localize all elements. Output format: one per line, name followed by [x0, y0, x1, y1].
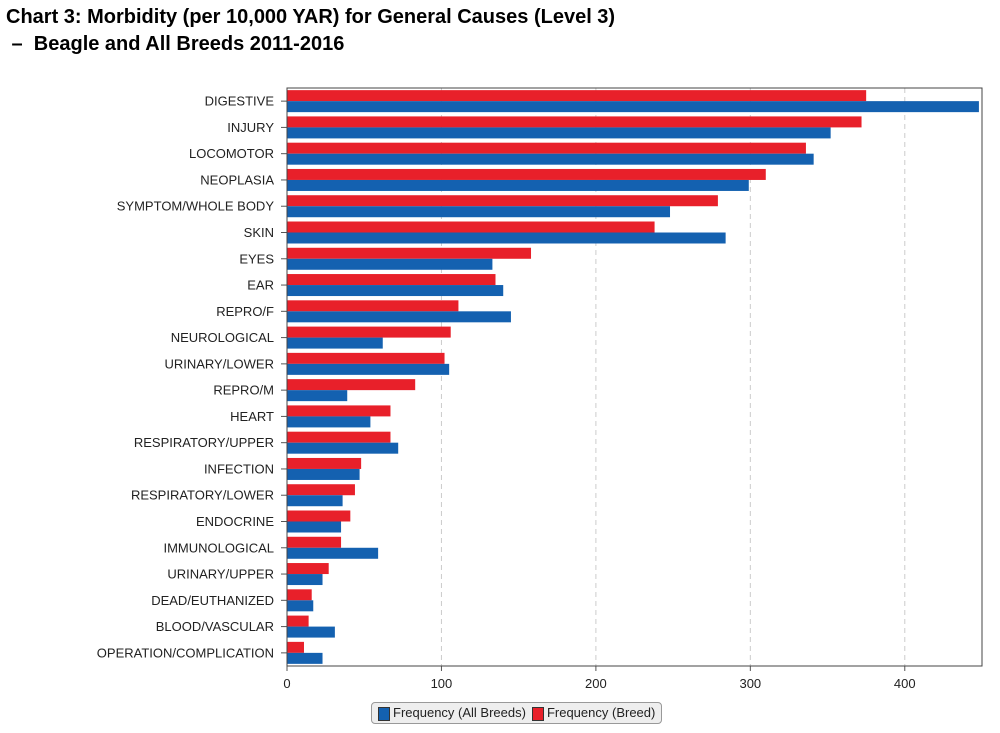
plot-frame: [286, 87, 983, 667]
category-label: NEUROLOGICAL: [171, 330, 274, 345]
category-label: SYMPTOM/WHOLE BODY: [117, 199, 275, 214]
bar-all-breeds: [287, 127, 831, 139]
bar-breed: [287, 352, 445, 364]
bar-breed: [287, 221, 655, 233]
chart-title-line1: Chart 3: Morbidity (per 10,000 YAR) for …: [6, 6, 616, 28]
legend-swatch-breed: [531, 706, 544, 721]
bar-breed: [287, 300, 459, 312]
bar-all-breeds: [287, 416, 371, 428]
x-tick-label: 300: [739, 676, 761, 691]
bar-all-breeds: [287, 521, 342, 533]
bar-breed: [287, 326, 451, 338]
bar-all-breeds: [287, 363, 450, 375]
category-label: LOCOMOTOR: [189, 146, 274, 161]
legend-swatch-all-breeds: [378, 706, 390, 721]
bar-all-breeds: [287, 206, 671, 218]
category-label: REPRO/F: [216, 304, 274, 319]
bar-breed: [287, 195, 718, 207]
bar-breed: [287, 405, 391, 417]
category-label: RESPIRATORY/UPPER: [134, 435, 274, 450]
chart-title: Chart 3: Morbidity (per 10,000 YAR) for …: [6, 4, 615, 58]
category-label: IMMUNOLOGICAL: [163, 540, 274, 555]
bar-all-breeds: [287, 547, 379, 559]
bar-breed: [287, 90, 867, 102]
bar-breed: [287, 116, 862, 128]
category-label: NEOPLASIA: [200, 172, 274, 187]
bar-all-breeds: [287, 442, 399, 454]
bar-breed: [287, 247, 532, 259]
bar-all-breeds: [287, 258, 493, 270]
legend-item-all-breeds: Frequency (All Breeds): [378, 705, 526, 721]
category-label: BLOOD/VASCULAR: [156, 619, 274, 634]
bar-breed: [287, 168, 766, 180]
category-label: DIGESTIVE: [205, 94, 275, 109]
category-label: HEART: [230, 409, 274, 424]
bar-all-breeds: [287, 468, 360, 480]
bar-all-breeds: [287, 495, 343, 507]
legend: Frequency (All Breeds) Frequency (Breed): [371, 702, 663, 724]
category-label: SKIN: [244, 225, 274, 240]
bar-breed: [287, 379, 416, 391]
bar-all-breeds: [287, 232, 726, 244]
bar-breed: [287, 641, 304, 653]
category-label: DEAD/EUTHANIZED: [151, 593, 274, 608]
bar-all-breeds: [287, 285, 504, 297]
bar-breed: [287, 615, 309, 627]
bar-breed: [287, 431, 391, 443]
category-label: URINARY/LOWER: [164, 356, 274, 371]
bar-all-breeds: [287, 101, 979, 113]
chart-title-line2: – Beagle and All Breeds 2011-2016: [6, 33, 345, 55]
category-label: URINARY/UPPER: [167, 567, 274, 582]
legend-label-all-breeds: Frequency (All Breeds): [393, 705, 526, 720]
category-label: OPERATION/COMPLICATION: [97, 645, 274, 660]
bar-all-breeds: [287, 600, 314, 612]
bar-all-breeds: [287, 311, 511, 323]
bar-breed: [287, 457, 362, 469]
x-tick-label: 400: [894, 676, 916, 691]
category-label: INJURY: [227, 120, 274, 135]
bar-all-breeds: [287, 153, 814, 165]
bar-breed: [287, 563, 329, 575]
bar-all-breeds: [287, 390, 348, 402]
category-label: EAR: [247, 278, 274, 293]
bar-all-breeds: [287, 626, 335, 638]
bar-breed: [287, 274, 496, 286]
bar-all-breeds: [287, 179, 749, 191]
legend-label-breed: Frequency (Breed): [546, 705, 656, 720]
bar-breed: [287, 589, 312, 601]
bar-all-breeds: [287, 337, 383, 349]
category-label: RESPIRATORY/LOWER: [131, 488, 274, 503]
legend-item-breed: Frequency (Breed): [531, 705, 656, 721]
x-tick-label: 100: [431, 676, 453, 691]
bar-all-breeds: [287, 652, 323, 664]
bar-all-breeds: [287, 574, 323, 586]
bar-breed: [287, 484, 355, 496]
bar-breed: [287, 510, 351, 522]
category-label: INFECTION: [204, 461, 274, 476]
bar-breed: [287, 142, 806, 154]
category-label: ENDOCRINE: [196, 514, 274, 529]
category-label: REPRO/M: [213, 383, 274, 398]
x-tick-label: 200: [585, 676, 607, 691]
category-label: EYES: [239, 251, 274, 266]
x-tick-label: 0: [283, 676, 290, 691]
bar-breed: [287, 536, 342, 548]
